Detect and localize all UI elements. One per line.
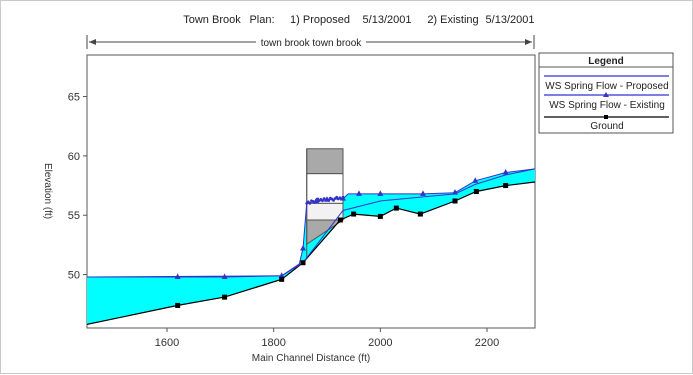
ws-existing-marker bbox=[420, 190, 426, 196]
ground-marker bbox=[393, 205, 399, 211]
x-axis-title: Main Channel Distance (ft) bbox=[252, 353, 370, 364]
y-tick-label: 65 bbox=[68, 92, 80, 104]
ws-existing-marker bbox=[452, 189, 458, 195]
reach-extent: town brook town brook bbox=[86, 35, 535, 49]
ws-existing-marker bbox=[221, 273, 228, 279]
ws-existing-marker bbox=[174, 273, 181, 279]
ground-marker bbox=[337, 217, 343, 223]
header-river: Town Brook bbox=[183, 14, 241, 26]
x-tick-label: 2200 bbox=[475, 337, 499, 349]
legend-square-icon bbox=[604, 115, 608, 119]
ws-existing-marker bbox=[300, 244, 306, 251]
tick-layer: 1600 1800 2000 2200 50 55 60 65 bbox=[68, 92, 499, 349]
header-date2: 5/13/2001 bbox=[486, 14, 535, 26]
ws-bridge-mark bbox=[308, 201, 312, 205]
y-axis-title: Elevation (ft) bbox=[42, 163, 53, 219]
ws-existing-marker bbox=[340, 195, 346, 201]
reach-label: town brook town brook bbox=[261, 38, 363, 49]
legend: Legend WS Spring Flow - Proposed WS Spri… bbox=[538, 52, 674, 134]
ws-existing-marker bbox=[313, 197, 320, 203]
y-tick-label: 50 bbox=[68, 270, 80, 282]
x-tick-label: 1600 bbox=[155, 337, 179, 349]
ground-marker bbox=[377, 213, 383, 219]
ground-marker bbox=[300, 260, 306, 266]
ground-marker bbox=[222, 294, 228, 300]
header-date1: 5/13/2001 bbox=[363, 14, 412, 26]
ws-bridge-mark bbox=[321, 199, 324, 203]
ws-existing-marker bbox=[324, 196, 330, 202]
ground-marker bbox=[473, 189, 479, 194]
ground-marker bbox=[417, 211, 423, 217]
ws-existing-marker bbox=[356, 190, 362, 196]
ground-marker bbox=[175, 302, 181, 308]
reach-arrow-right-icon bbox=[525, 39, 532, 45]
ground-marker bbox=[452, 198, 458, 204]
header-plan-label: Plan: bbox=[249, 14, 274, 26]
header-plan1: 1) Proposed bbox=[290, 14, 350, 26]
ground-marker bbox=[279, 276, 285, 282]
ws-existing-marker bbox=[472, 177, 479, 183]
ws-existing-marker bbox=[502, 169, 509, 175]
x-tick-label: 2000 bbox=[368, 337, 392, 349]
data-layer bbox=[87, 148, 535, 325]
water-fill bbox=[87, 168, 535, 325]
ground-line bbox=[87, 181, 535, 325]
ws-bridge-mark bbox=[332, 198, 335, 202]
ws-existing-marker bbox=[278, 272, 285, 278]
y-tick-label: 60 bbox=[68, 151, 80, 163]
legend-label-ground: Ground bbox=[590, 121, 623, 132]
legend-label-proposed: WS Spring Flow - Proposed bbox=[545, 81, 668, 92]
ws-existing-marker bbox=[377, 190, 384, 196]
ground-marker bbox=[503, 183, 509, 189]
x-tick-label: 1800 bbox=[261, 337, 285, 349]
legend-triangle-icon bbox=[603, 92, 609, 97]
header-plan2: 2) Existing bbox=[427, 14, 478, 26]
reach-arrow-left-icon bbox=[89, 39, 96, 45]
bridge-deck bbox=[306, 148, 344, 175]
legend-label-existing: WS Spring Flow - Existing bbox=[549, 100, 665, 111]
legend-title: Legend bbox=[588, 56, 624, 67]
y-tick-label: 55 bbox=[68, 210, 80, 222]
header-bar: Town Brook Plan: 1) Proposed 5/13/2001 2… bbox=[183, 14, 534, 26]
ground-marker bbox=[351, 211, 357, 217]
